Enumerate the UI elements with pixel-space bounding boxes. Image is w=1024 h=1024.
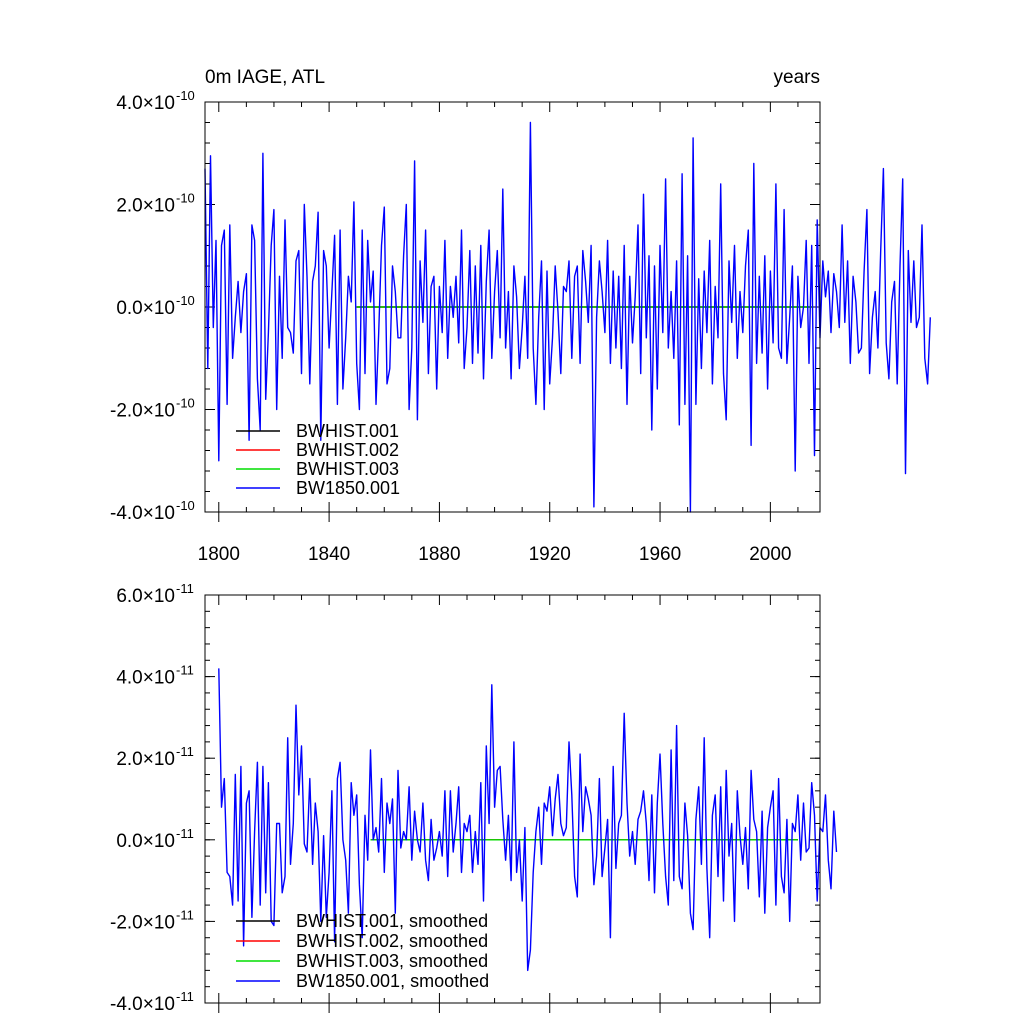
y-tick-exponent: -10 [176, 498, 195, 513]
y-tick-exponent: -11 [176, 826, 194, 841]
legend-label: BW1850.001, smoothed [296, 971, 489, 991]
panel1-title-left: 0m IAGE, ATL [205, 67, 325, 88]
y-tick-label: 2.0×10 [116, 196, 175, 217]
y-tick-exponent: -10 [176, 396, 195, 411]
panel2-y-axis: 6.0×10 -114.0×10 -112.0×10 -110.0×10 -11-2.0… [110, 581, 820, 1015]
panel1-plot-area [204, 121, 931, 513]
y-tick-exponent: -11 [176, 581, 194, 596]
legend-label: BWHIST.001, smoothed [296, 911, 488, 931]
y-tick-label: -2.0×10 [110, 401, 175, 422]
y-tick-exponent: -11 [176, 989, 194, 1004]
legend-label: BWHIST.002, smoothed [296, 931, 488, 951]
y-tick-label: 2.0×10 [116, 749, 175, 770]
y-tick-label: 0.0×10 [116, 298, 175, 319]
y-tick-exponent: -10 [176, 191, 195, 206]
panel1-title-right: years [774, 67, 820, 88]
legend-label: BW1850.001 [296, 478, 400, 498]
x-tick-label: 1840 [308, 544, 350, 565]
x-tick-label: 1880 [418, 544, 460, 565]
y-tick-exponent: -11 [176, 907, 194, 922]
panel2-plot-area [218, 668, 838, 972]
series-line-bw1850-001-smoothed [218, 668, 838, 972]
y-tick-label: 0.0×10 [116, 831, 175, 852]
y-tick-label: 4.0×10 [116, 668, 175, 689]
y-tick-label: -4.0×10 [110, 994, 175, 1015]
legend-label: BWHIST.003 [296, 459, 399, 479]
series-line-bw1850-001 [204, 121, 931, 513]
y-tick-label: 4.0×10 [116, 93, 175, 114]
panel1-x-axis: 1800 1840 1880 1920 1960 2000 [198, 102, 799, 565]
panel1-frame [204, 101, 821, 513]
legend-label: BWHIST.002 [296, 440, 399, 460]
y-tick-label: -2.0×10 [110, 912, 175, 933]
panel-raw: 0m IAGE, ATL years 4.0×10 -102.0×10 -100.0… [110, 67, 931, 565]
y-tick-label: 6.0×10 [116, 586, 175, 607]
y-tick-exponent: -10 [176, 293, 195, 308]
x-tick-label: 2000 [749, 544, 791, 565]
y-tick-exponent: -11 [176, 663, 194, 678]
legend-label: BWHIST.003, smoothed [296, 951, 488, 971]
panel-smoothed: 6.0×10 -114.0×10 -112.0×10 -110.0×10 -11-2.0… [110, 581, 838, 1015]
y-tick-exponent: -10 [176, 88, 195, 103]
y-tick-exponent: -11 [176, 744, 194, 759]
x-tick-label: 1800 [198, 544, 240, 565]
panel2-frame [204, 594, 821, 1004]
panel1-y-axis: 4.0×10 -102.0×10 -100.0×10 -10-2.0×10 -10-4.… [110, 88, 820, 524]
y-tick-label: -4.0×10 [110, 503, 175, 524]
x-tick-label: 1920 [529, 544, 571, 565]
legend-label: BWHIST.001 [296, 421, 399, 441]
panel2-x-axis [218, 595, 799, 1013]
x-tick-label: 1960 [639, 544, 681, 565]
